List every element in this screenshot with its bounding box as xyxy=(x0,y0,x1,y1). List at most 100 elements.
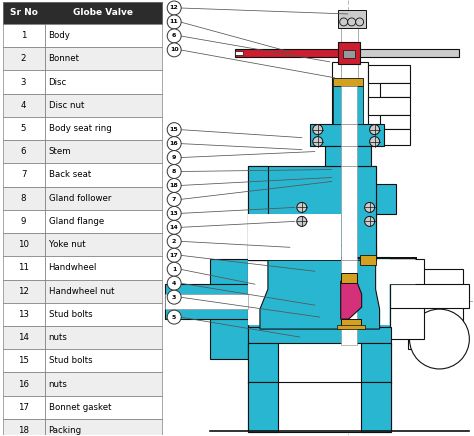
Bar xyxy=(3,24,45,47)
Text: nuts: nuts xyxy=(48,333,67,342)
Bar xyxy=(380,115,410,129)
Text: 2: 2 xyxy=(172,239,176,244)
Bar xyxy=(341,319,361,327)
Bar xyxy=(390,259,425,339)
Text: 12: 12 xyxy=(18,286,29,296)
Bar xyxy=(248,166,375,260)
Circle shape xyxy=(340,18,348,26)
Text: 9: 9 xyxy=(21,217,26,226)
Text: 6: 6 xyxy=(172,34,176,38)
Bar xyxy=(235,49,350,57)
Bar xyxy=(45,140,162,164)
Text: 10: 10 xyxy=(18,240,29,249)
Circle shape xyxy=(167,220,181,234)
Circle shape xyxy=(167,248,181,262)
Text: 4: 4 xyxy=(21,101,27,110)
Bar xyxy=(3,140,45,164)
Circle shape xyxy=(167,123,181,136)
Text: Packing: Packing xyxy=(48,426,82,435)
Bar xyxy=(3,279,45,303)
Text: Body: Body xyxy=(48,31,71,40)
Polygon shape xyxy=(341,281,362,319)
Circle shape xyxy=(167,276,181,290)
Bar xyxy=(341,124,356,146)
Bar xyxy=(380,83,410,97)
Bar xyxy=(45,372,162,396)
Bar xyxy=(165,294,248,309)
Text: 17: 17 xyxy=(18,403,29,412)
Circle shape xyxy=(365,202,374,212)
Text: 14: 14 xyxy=(18,333,29,342)
Circle shape xyxy=(365,216,374,226)
Bar xyxy=(332,62,368,167)
Circle shape xyxy=(167,1,181,15)
Bar xyxy=(165,284,248,319)
Circle shape xyxy=(167,262,181,276)
Text: 16: 16 xyxy=(170,141,179,146)
Circle shape xyxy=(167,290,181,304)
Bar xyxy=(248,166,268,260)
Text: 13: 13 xyxy=(170,211,179,216)
Text: 1: 1 xyxy=(21,31,27,40)
Text: 18: 18 xyxy=(170,183,179,188)
Text: 15: 15 xyxy=(18,356,29,365)
Circle shape xyxy=(313,125,323,135)
Bar xyxy=(45,256,162,279)
Bar xyxy=(341,86,356,124)
Bar xyxy=(361,382,391,432)
Bar xyxy=(3,303,45,326)
Bar xyxy=(45,349,162,372)
Bar xyxy=(45,164,162,187)
Text: 11: 11 xyxy=(170,20,179,24)
Circle shape xyxy=(167,310,181,324)
Bar xyxy=(325,146,371,166)
Text: Stud bolts: Stud bolts xyxy=(48,310,92,319)
Bar xyxy=(355,49,459,57)
Text: Stem: Stem xyxy=(48,147,71,156)
Bar xyxy=(341,166,356,260)
Bar xyxy=(361,343,391,383)
Polygon shape xyxy=(248,259,416,325)
Text: 7: 7 xyxy=(21,170,27,180)
Bar xyxy=(3,210,45,233)
Bar xyxy=(248,327,391,345)
Bar xyxy=(375,184,395,215)
Bar xyxy=(341,327,356,345)
Bar xyxy=(3,326,45,349)
Bar xyxy=(310,124,383,146)
Bar xyxy=(248,382,391,432)
Bar xyxy=(248,343,278,383)
Text: Back seat: Back seat xyxy=(48,170,91,180)
Text: 17: 17 xyxy=(170,253,179,258)
Circle shape xyxy=(167,178,181,192)
Circle shape xyxy=(370,125,380,135)
Text: Disc: Disc xyxy=(48,78,67,86)
Circle shape xyxy=(167,192,181,206)
Circle shape xyxy=(410,309,469,369)
Text: Sr No: Sr No xyxy=(9,8,37,17)
Bar xyxy=(210,259,248,359)
Text: 3: 3 xyxy=(21,78,27,86)
Text: Handwheel nut: Handwheel nut xyxy=(48,286,114,296)
Bar xyxy=(341,146,356,166)
Bar xyxy=(3,164,45,187)
Bar xyxy=(341,28,358,317)
Text: 6: 6 xyxy=(21,147,27,156)
Text: 10: 10 xyxy=(170,48,179,52)
Bar xyxy=(45,70,162,94)
Bar xyxy=(45,279,162,303)
Text: 15: 15 xyxy=(170,127,179,132)
Text: Disc nut: Disc nut xyxy=(48,101,84,110)
Bar xyxy=(45,117,162,140)
Bar xyxy=(3,349,45,372)
Bar xyxy=(45,47,162,70)
Bar xyxy=(343,50,355,58)
Text: Body seat ring: Body seat ring xyxy=(48,124,111,133)
Bar xyxy=(3,233,45,256)
Bar xyxy=(45,210,162,233)
Text: Globe Valve: Globe Valve xyxy=(73,8,133,17)
Bar xyxy=(3,70,45,94)
Bar xyxy=(3,419,45,436)
Bar xyxy=(45,94,162,117)
Bar xyxy=(3,2,162,24)
